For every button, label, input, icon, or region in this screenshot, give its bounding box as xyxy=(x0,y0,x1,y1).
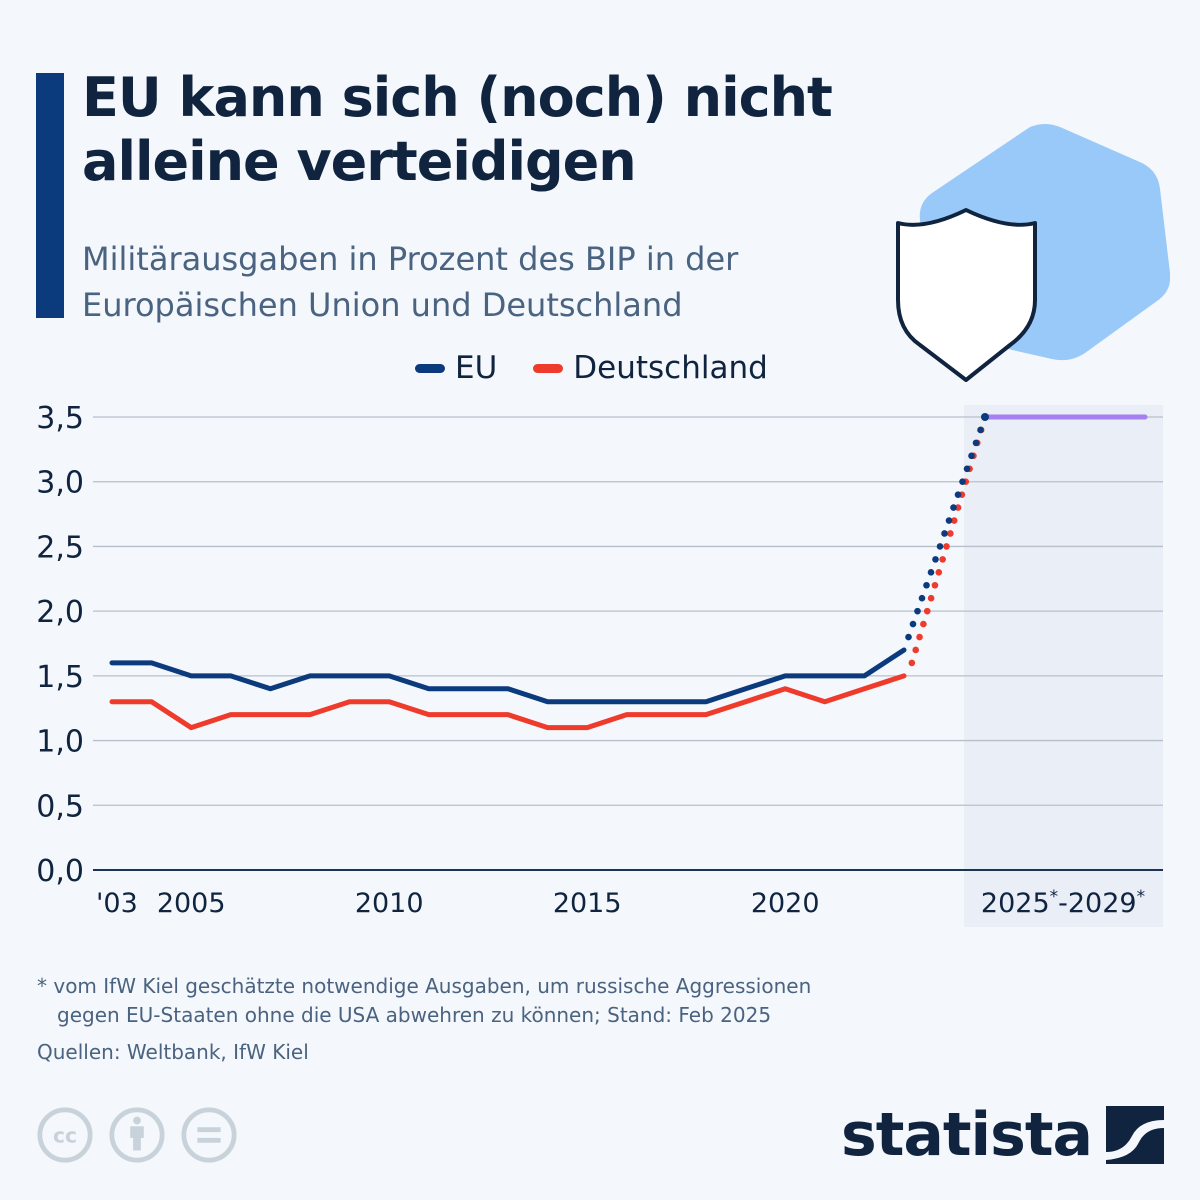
projection-dot-eu xyxy=(918,594,926,602)
projection-dot-deutschland xyxy=(935,569,943,576)
legend-swatch-eu xyxy=(415,363,445,373)
shield-illustration xyxy=(896,124,1170,382)
projection-dot-eu xyxy=(959,478,966,486)
projection-dot-eu xyxy=(963,465,971,473)
projection-dot-deutschland xyxy=(912,646,919,654)
legend-item-eu: EU xyxy=(415,350,497,386)
chart-title: EU kann sich (noch) nicht alleine vertei… xyxy=(82,66,833,193)
projection-dot-deutschland xyxy=(931,581,939,589)
y-tick-label: 2,0 xyxy=(36,595,84,630)
series-line-eu xyxy=(109,647,907,705)
projection-dot-eu xyxy=(954,491,962,498)
footnote: * vom IfW Kiel geschätzte notwendige Aus… xyxy=(37,972,937,1030)
legend-item-deutschland: Deutschland xyxy=(533,350,768,386)
attribution-icon[interactable] xyxy=(108,1106,166,1164)
projection-dot-eu xyxy=(968,452,975,460)
projection-dot-deutschland xyxy=(947,530,954,537)
y-tick-label: 1,5 xyxy=(36,660,84,695)
projection-dot-eu xyxy=(905,633,912,641)
projection-dot-eu xyxy=(941,530,948,537)
series-line-deutschland xyxy=(109,673,907,731)
projection-dot-eu xyxy=(936,543,944,550)
y-tick-label: 0,5 xyxy=(36,789,84,824)
cc-icon[interactable]: cc xyxy=(36,1106,94,1164)
x-tick-label: '03 xyxy=(96,888,138,919)
legend: EU Deutschland xyxy=(415,350,790,386)
chart-subtitle: Militärausgaben in Prozent des BIP in de… xyxy=(82,240,739,324)
projection-dot-eu xyxy=(932,556,939,563)
projection-dot-deutschland xyxy=(954,504,962,511)
y-tick-label: 1,0 xyxy=(36,725,84,760)
projection-dot-deutschland xyxy=(923,607,931,615)
projection-dot-deutschland xyxy=(939,556,946,563)
projection-dot-eu xyxy=(914,607,921,615)
projection-dot-eu xyxy=(950,504,957,511)
title-accent-bar xyxy=(36,73,64,318)
x-tick-label-forecast: 2025*-2029* xyxy=(981,887,1145,919)
projection-dot-eu xyxy=(945,517,953,524)
svg-text:cc: cc xyxy=(53,1124,77,1148)
projection-dot-deutschland xyxy=(920,620,927,628)
projection-dot-deutschland xyxy=(927,594,935,602)
projection-dot-deutschland xyxy=(950,517,958,524)
projection-dot-eu xyxy=(972,439,980,447)
line-chart: 0,0 0,5 1,0 1,5 2,0 2,5 3,0 3,5 '03 2005 2010 2015 2… xyxy=(36,401,1163,927)
license-icons: cc xyxy=(36,1106,238,1164)
x-tick-label: 2015 xyxy=(553,888,622,919)
no-derivatives-icon[interactable] xyxy=(180,1106,238,1164)
projection-dot-eu xyxy=(927,569,935,576)
legend-label-eu: EU xyxy=(455,350,498,386)
legend-label-deutschland: Deutschland xyxy=(573,350,768,386)
legend-swatch-deutschland xyxy=(533,363,564,373)
x-tick-label: 2005 xyxy=(157,888,226,919)
source-text: Quellen: Weltbank, IfW Kiel xyxy=(37,1040,309,1064)
x-tick-label: 2010 xyxy=(355,888,424,919)
projection-dot-eu xyxy=(977,426,984,434)
footnote-line-2: gegen EU-Staaten ohne die USA abwehren z… xyxy=(57,1003,772,1027)
footnote-line-1: * vom IfW Kiel geschätzte notwendige Aus… xyxy=(37,974,812,998)
projection-dot-eu xyxy=(923,581,930,589)
projection-dot-deutschland xyxy=(943,543,950,550)
statista-logo[interactable]: statista xyxy=(841,1100,1164,1170)
projection-dot-eu xyxy=(909,620,917,628)
y-tick-label: 3,5 xyxy=(36,401,84,436)
brand-name: statista xyxy=(840,1100,1093,1170)
forecast-start-point xyxy=(981,413,989,421)
forecast-band xyxy=(964,405,1163,927)
projection-dot-deutschland xyxy=(916,633,923,641)
statista-logo-icon xyxy=(1106,1106,1164,1164)
y-tick-label: 0,0 xyxy=(36,854,84,889)
x-tick-label: 2020 xyxy=(751,888,820,919)
y-tick-label: 2,5 xyxy=(36,530,84,565)
y-tick-label: 3,0 xyxy=(36,466,84,501)
projection-dot-deutschland xyxy=(908,659,916,667)
shield-icon xyxy=(896,208,1037,382)
